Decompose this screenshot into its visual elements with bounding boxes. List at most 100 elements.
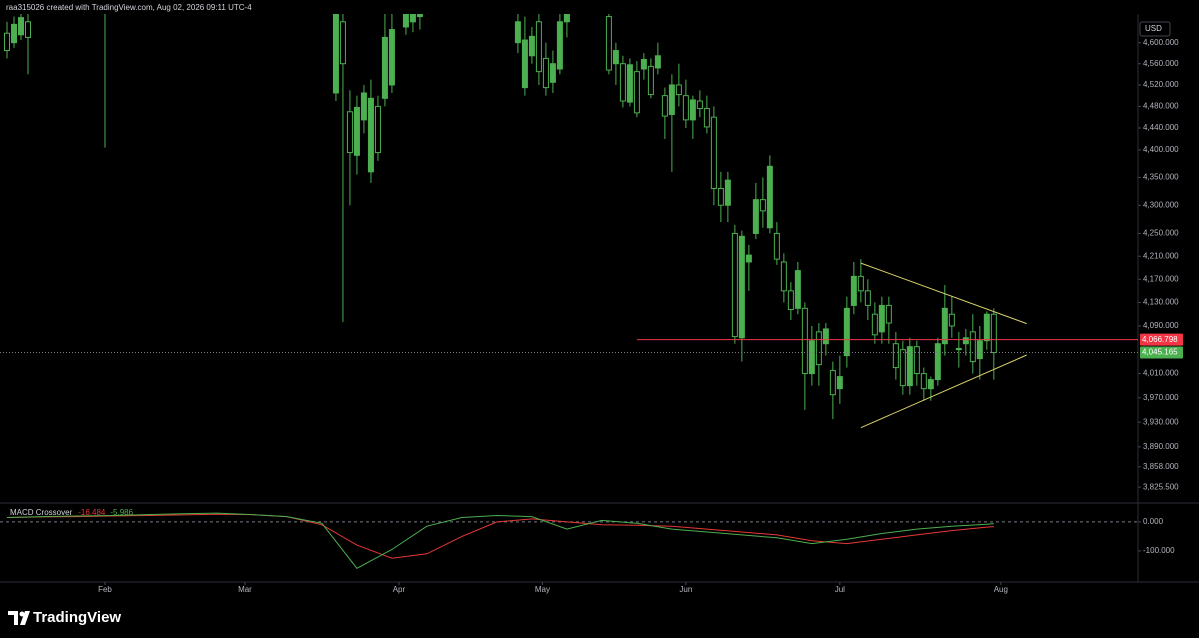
candle-body xyxy=(948,313,955,327)
candle-body xyxy=(766,165,773,229)
candle-body xyxy=(703,108,710,128)
candle-body xyxy=(899,349,906,387)
candle-body xyxy=(3,32,10,52)
candle-body xyxy=(416,14,423,18)
candle-body xyxy=(528,35,535,57)
candle-body xyxy=(843,307,850,357)
y-tick-label: 3,890.000 xyxy=(1143,442,1179,451)
candle-body xyxy=(619,63,626,102)
y-tick-label: 3,930.000 xyxy=(1143,417,1179,426)
candle-body xyxy=(724,179,731,206)
candle-body xyxy=(612,50,619,65)
candle-body xyxy=(346,111,353,154)
candle-body xyxy=(605,16,612,71)
candle-body xyxy=(822,328,829,345)
candle-body xyxy=(654,55,661,69)
y-tick-label: 4,520.000 xyxy=(1143,80,1179,89)
candle-body xyxy=(906,346,913,387)
candle-body xyxy=(759,199,766,212)
candle-body xyxy=(836,376,843,390)
candle-body xyxy=(402,14,409,28)
indicator-value: -5.986 xyxy=(110,508,133,517)
candle-body xyxy=(773,232,780,260)
y-tick-label: 4,400.000 xyxy=(1143,145,1179,154)
candle-body xyxy=(787,290,794,311)
logo-dot xyxy=(19,611,25,617)
candle-body xyxy=(710,116,717,189)
candle-body xyxy=(731,232,738,338)
candle-body xyxy=(535,21,542,73)
y-tick-label: 4,130.000 xyxy=(1143,298,1179,307)
main-pane xyxy=(0,14,1138,429)
candle-body xyxy=(388,29,395,86)
candle-body xyxy=(353,106,360,156)
candle-body xyxy=(885,304,892,324)
candle-body xyxy=(794,270,801,309)
candle-body xyxy=(542,57,549,89)
candle-body xyxy=(808,340,815,375)
macd-line xyxy=(6,512,994,569)
candle-body xyxy=(850,275,857,306)
candle-body xyxy=(962,337,969,345)
candle-body xyxy=(668,84,675,115)
currency: USD xyxy=(1145,24,1162,33)
candle-body xyxy=(563,14,570,23)
y-tick-label: 4,480.000 xyxy=(1143,101,1179,110)
candle-body xyxy=(955,347,962,351)
y-tick-label: 4,170.000 xyxy=(1143,274,1179,283)
x-tick-label: Feb xyxy=(98,585,112,594)
indicator-title: MACD Crossover xyxy=(10,508,73,517)
candle-body xyxy=(983,313,990,342)
candle-body xyxy=(556,21,563,70)
candle-body xyxy=(815,331,822,366)
candle-body xyxy=(360,92,367,121)
trendline xyxy=(860,354,1027,429)
candle-body xyxy=(514,21,521,44)
candle-body xyxy=(913,346,920,375)
candle-body xyxy=(745,254,752,263)
currency-box xyxy=(1139,21,1171,37)
header-text: raa315026 created with TradingView.com, … xyxy=(6,3,252,12)
candle-body xyxy=(661,95,668,117)
x-tick-label: Jun xyxy=(679,585,692,594)
candle-body xyxy=(339,21,346,65)
price-tag-label: 4,045.165 xyxy=(1142,348,1178,357)
candle-body xyxy=(864,290,871,306)
candle-body xyxy=(738,235,745,339)
y-tick-label: 4,250.000 xyxy=(1143,229,1179,238)
y-tick-label: 4,440.000 xyxy=(1143,123,1179,132)
candle-body xyxy=(752,199,759,234)
y-tick-label: 4,350.000 xyxy=(1143,172,1179,181)
y-tick-label: 4,300.000 xyxy=(1143,200,1179,209)
y-tick-label: 4,090.000 xyxy=(1143,321,1179,330)
candle-body xyxy=(829,370,836,396)
candle-body xyxy=(801,307,808,375)
candle-body xyxy=(857,275,864,292)
candle-body xyxy=(976,340,983,360)
candle-body xyxy=(633,71,640,114)
price-tag xyxy=(1140,346,1183,359)
macd-line xyxy=(6,513,994,559)
brand: TradingView xyxy=(33,609,121,626)
candle-body xyxy=(871,313,878,336)
candle-body xyxy=(367,97,374,173)
y-tick-label: 4,560.000 xyxy=(1143,59,1179,68)
candle-body xyxy=(941,307,948,345)
price-tag-label: 4,066.798 xyxy=(1142,335,1178,344)
x-tick-label: Apr xyxy=(393,585,406,594)
y-tick-label: 4,210.000 xyxy=(1143,251,1179,260)
x-tick-label: Jul xyxy=(835,585,845,594)
candle-body xyxy=(990,313,997,354)
candle-body xyxy=(934,343,941,381)
candle-body xyxy=(17,17,24,36)
candle-body xyxy=(969,331,976,363)
trendline xyxy=(860,262,1027,325)
candle-body xyxy=(878,304,885,333)
candle-body xyxy=(549,63,556,83)
candle-body xyxy=(374,105,381,154)
candle-body xyxy=(640,58,647,70)
candle-body xyxy=(780,261,787,292)
y-tick-label: 3,970.000 xyxy=(1143,393,1179,402)
